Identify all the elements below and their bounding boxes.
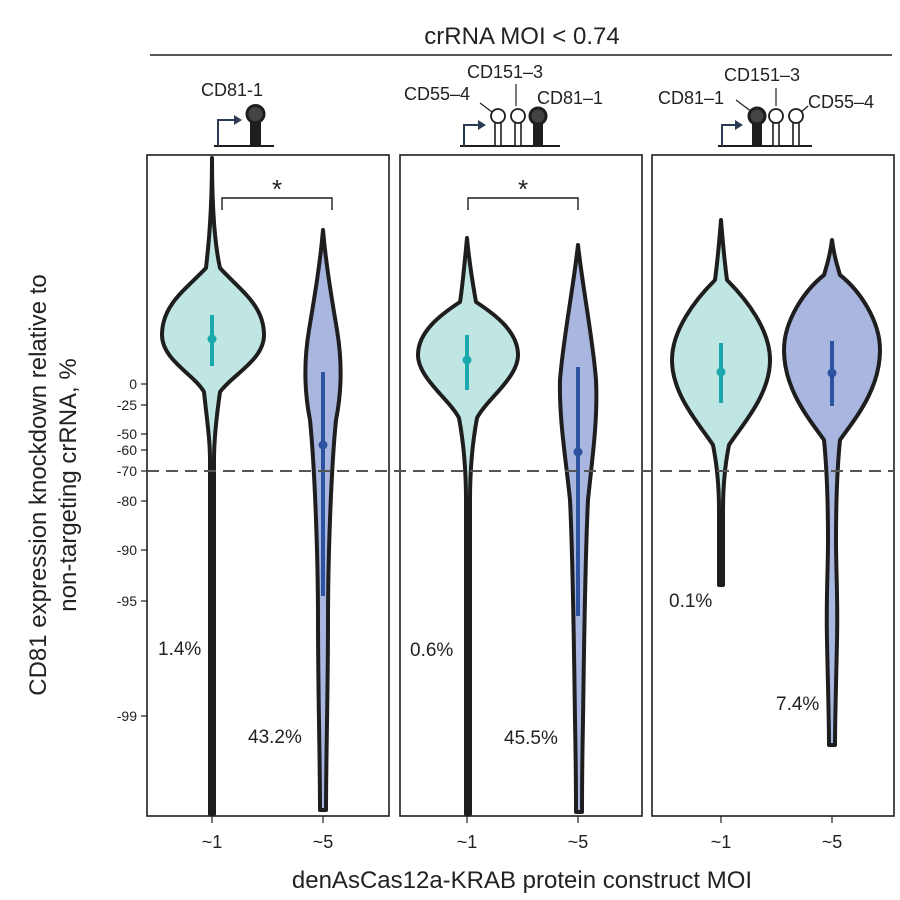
y-tick-label: -50 <box>117 426 137 442</box>
x-axis: ~1 ~5 ~1 ~5 ~1 ~5 <box>202 816 843 852</box>
promoter-arrow-icon <box>217 119 234 146</box>
pct-below-threshold: 7.4% <box>776 694 819 715</box>
pct-below-threshold: 0.1% <box>669 591 712 612</box>
hairpin-stem-icon <box>514 121 522 147</box>
significance-star: * <box>272 174 282 204</box>
construct-diagram-panel-3: CD81–1 CD151–3 CD55–4 <box>658 65 874 147</box>
median-marker <box>207 334 217 344</box>
x-tick-label: ~5 <box>313 832 334 852</box>
significance-star: * <box>518 174 528 204</box>
x-axis-title: denAsCas12a-KRAB protein construct MOI <box>292 867 752 894</box>
pct-below-threshold: 0.6% <box>410 640 453 661</box>
construct-label: CD55–4 <box>808 92 874 112</box>
promoter-arrowhead-icon <box>478 120 486 130</box>
median-marker <box>318 440 328 450</box>
x-tick-label: ~1 <box>457 832 478 852</box>
promoter-arrow-icon <box>463 124 478 146</box>
median-marker <box>827 368 837 378</box>
hairpin-stem-icon <box>772 121 780 147</box>
y-tick-label: -70 <box>117 463 137 479</box>
construct-diagram-panel-1: CD81-1 <box>201 80 274 147</box>
violin-moi5 <box>782 238 882 747</box>
construct-label: CD81-1 <box>201 80 263 100</box>
summary-markers <box>207 315 837 616</box>
panel-frame-3 <box>651 154 895 817</box>
hairpin-stem-icon <box>792 121 800 147</box>
median-marker <box>573 447 583 457</box>
construct-label: CD81–1 <box>537 88 603 108</box>
y-tick-label: -90 <box>117 542 137 558</box>
violin-moi1 <box>416 236 520 816</box>
hairpin-loop-icon <box>490 108 506 124</box>
y-tick-label: 0 <box>129 376 137 392</box>
y-tick-label: -80 <box>117 493 137 509</box>
violins <box>160 156 882 816</box>
pct-below-threshold: 1.4% <box>158 639 201 660</box>
hairpin-loop-icon <box>747 106 767 126</box>
pct-below-threshold: 45.5% <box>504 728 558 749</box>
x-tick-label: ~1 <box>202 832 223 852</box>
x-tick-label: ~5 <box>568 832 589 852</box>
panel-frame-1 <box>146 154 390 817</box>
promoter-arrowhead-icon <box>735 120 743 130</box>
hairpin-loop-icon <box>245 104 266 124</box>
construct-diagram-panel-2: CD55–4 CD151–3 CD81–1 <box>404 62 603 147</box>
y-axis: 0 -25 -50 -60 -70 -80 -90 -95 -99 <box>117 376 147 724</box>
hairpin-loop-icon <box>768 108 784 124</box>
y-tick-label: -25 <box>117 397 137 413</box>
violin-moi1 <box>160 156 266 816</box>
chart-title: crRNA MOI < 0.74 <box>424 23 619 50</box>
y-tick-label: -60 <box>117 442 137 458</box>
significance-bracket-panel-2: * <box>467 174 579 210</box>
median-marker <box>462 355 472 365</box>
hairpin-stem-icon <box>250 118 261 146</box>
x-tick-label: ~1 <box>711 832 732 852</box>
x-tick-label: ~5 <box>822 832 843 852</box>
hairpin-stem-icon <box>494 121 502 147</box>
y-axis-title-line1: CD81 expression knockdown relative to <box>25 274 52 696</box>
hairpin-stem-icon <box>752 120 762 146</box>
hairpin-loop-icon <box>788 108 804 124</box>
construct-label: CD151–3 <box>724 65 800 85</box>
hairpin-loop-icon <box>528 106 548 126</box>
promoter-arrow-icon <box>721 124 735 146</box>
promoter-arrowhead-icon <box>234 115 242 125</box>
median-marker <box>716 367 726 377</box>
pct-below-threshold: 43.2% <box>248 727 302 748</box>
y-axis-title-line2: non-targeting crRNA, % <box>55 358 82 611</box>
panel-frame-2 <box>399 154 643 817</box>
hairpin-stem-icon <box>533 120 543 146</box>
construct-label: CD55–4 <box>404 84 470 104</box>
construct-label: CD81–1 <box>658 88 724 108</box>
y-tick-label: -99 <box>117 708 137 724</box>
hairpin-loop-icon <box>510 108 526 124</box>
construct-label: CD151–3 <box>467 62 543 82</box>
significance-bracket-panel-1: * <box>221 174 333 210</box>
y-tick-label: -95 <box>117 593 137 609</box>
